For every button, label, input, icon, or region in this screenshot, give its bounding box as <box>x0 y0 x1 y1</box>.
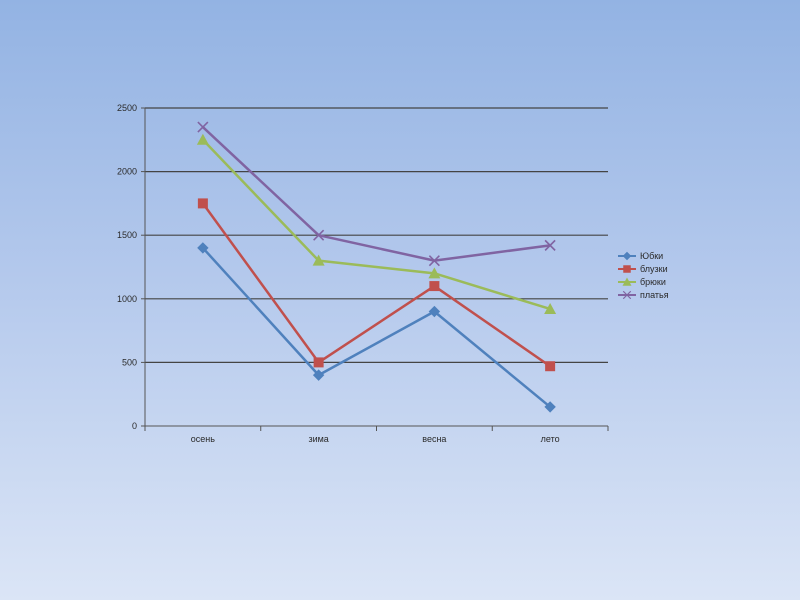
legend-label: блузки <box>640 264 668 274</box>
legend-label: Юбки <box>640 251 663 261</box>
x-tick-label: лето <box>541 434 560 444</box>
data-point <box>197 121 209 133</box>
data-point <box>197 198 208 209</box>
legend-item: блузки <box>618 264 668 274</box>
legend-label: брюки <box>640 277 666 287</box>
series-3 <box>197 121 556 267</box>
marker-stroke <box>622 290 632 300</box>
series-2 <box>196 133 557 314</box>
y-tick-label: 1500 <box>117 230 137 240</box>
series-line <box>201 138 551 311</box>
legend-marker <box>622 290 632 300</box>
data-point <box>312 369 325 381</box>
data-point <box>428 267 441 279</box>
data-point <box>428 255 440 267</box>
legend-marker <box>622 277 632 286</box>
x-axis-ticks: осень зима весна лето <box>191 434 560 444</box>
series-line <box>201 247 551 408</box>
series-line <box>202 126 551 262</box>
axes <box>141 107 609 431</box>
series-1 <box>197 198 556 372</box>
data-point <box>313 229 325 241</box>
marker-stroke <box>544 239 556 251</box>
legend-marker <box>622 251 632 261</box>
marker-stroke <box>197 121 209 133</box>
x-tick-label: осень <box>191 434 215 444</box>
gridlines <box>145 107 608 363</box>
data-point <box>544 302 557 314</box>
y-tick-label: 0 <box>132 421 137 431</box>
data-point <box>544 239 556 251</box>
x-tick-label: весна <box>422 434 446 444</box>
data-point <box>545 361 556 372</box>
legend-marker <box>623 265 631 273</box>
data-point <box>196 133 209 145</box>
data-point <box>197 242 209 254</box>
marker-stroke <box>313 229 325 241</box>
y-tick-label: 2500 <box>117 103 137 113</box>
marker-stroke <box>428 255 440 267</box>
series-line <box>201 202 551 368</box>
legend-item: брюки <box>618 277 666 287</box>
y-axis-ticks: 0 500 1000 1500 2000 2500 <box>117 103 137 431</box>
legend: Юбки блузки брюки платья <box>618 251 669 300</box>
data-point <box>544 401 556 413</box>
x-tick-label: зима <box>308 434 328 444</box>
legend-item: платья <box>618 290 669 300</box>
series-group <box>196 121 557 413</box>
y-tick-label: 2000 <box>117 167 137 177</box>
legend-item: Юбки <box>618 251 663 261</box>
data-point <box>428 305 441 318</box>
y-tick-label: 1000 <box>117 294 137 304</box>
data-point <box>312 254 325 266</box>
y-tick-label: 500 <box>122 357 137 367</box>
data-point <box>313 357 324 368</box>
data-point <box>429 281 440 292</box>
series-0 <box>197 242 556 413</box>
legend-label: платья <box>640 290 669 300</box>
